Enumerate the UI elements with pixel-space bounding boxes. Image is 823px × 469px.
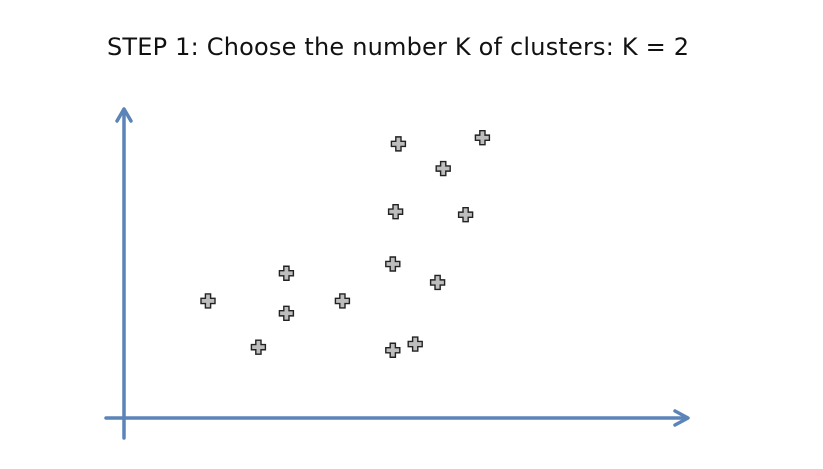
data-point-11 — [435, 160, 451, 177]
data-point-9 — [387, 203, 404, 220]
data-point-5 — [334, 293, 351, 309]
slide-title: STEP 1: Choose the number K of clusters:… — [107, 30, 689, 64]
x-axis-arrowhead — [673, 409, 690, 427]
data-point-3 — [278, 265, 295, 281]
data-point-7 — [385, 256, 401, 272]
data-point-14 — [474, 130, 491, 146]
y-axis-arrowhead — [115, 107, 133, 123]
data-point-4 — [278, 305, 295, 321]
data-point-8 — [407, 336, 423, 352]
title-text: : Choose the number K of clusters: K = 2 — [190, 33, 690, 61]
data-point-10 — [390, 136, 407, 152]
data-point-6 — [385, 342, 401, 358]
title-step-label: STEP 1 — [107, 33, 191, 61]
data-point-1 — [200, 293, 216, 309]
data-points — [200, 130, 491, 358]
data-point-12 — [429, 274, 446, 291]
data-point-2 — [250, 339, 267, 355]
data-point-13 — [457, 207, 474, 223]
